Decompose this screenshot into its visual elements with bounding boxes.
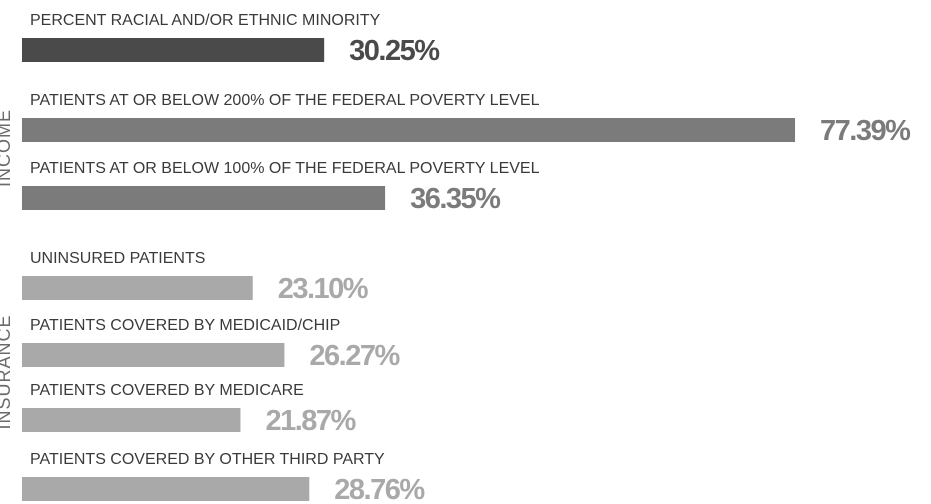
bar <box>22 408 241 432</box>
bar <box>22 38 325 62</box>
category-label: PATIENTS AT OR BELOW 100% OF THE FEDERAL… <box>30 160 540 177</box>
category-label: UNINSURED PATIENTS <box>30 250 205 267</box>
value-label: 77.39% <box>820 115 911 147</box>
category-label: PATIENTS AT OR BELOW 200% OF THE FEDERAL… <box>30 92 540 109</box>
value-label: 21.87% <box>265 405 356 437</box>
value-label: 23.10% <box>278 273 369 305</box>
bar <box>22 118 796 142</box>
bar <box>22 276 253 300</box>
value-label: 36.35% <box>410 183 501 215</box>
category-label: PATIENTS COVERED BY OTHER THIRD PARTY <box>30 451 385 468</box>
group-label: INCOME <box>0 109 14 187</box>
category-label: PATIENTS COVERED BY MEDICARE <box>30 382 304 399</box>
value-label: 26.27% <box>309 340 400 372</box>
category-label: PATIENTS COVERED BY MEDICAID/CHIP <box>30 317 340 334</box>
value-label: 28.76% <box>334 474 425 504</box>
value-label: 30.25% <box>349 35 440 67</box>
group-label: INSURANCE <box>0 314 14 429</box>
bar <box>22 186 386 210</box>
category-label: PERCENT RACIAL AND/OR ETHNIC MINORITY <box>30 12 381 29</box>
bar <box>22 477 310 501</box>
bar <box>22 343 285 367</box>
